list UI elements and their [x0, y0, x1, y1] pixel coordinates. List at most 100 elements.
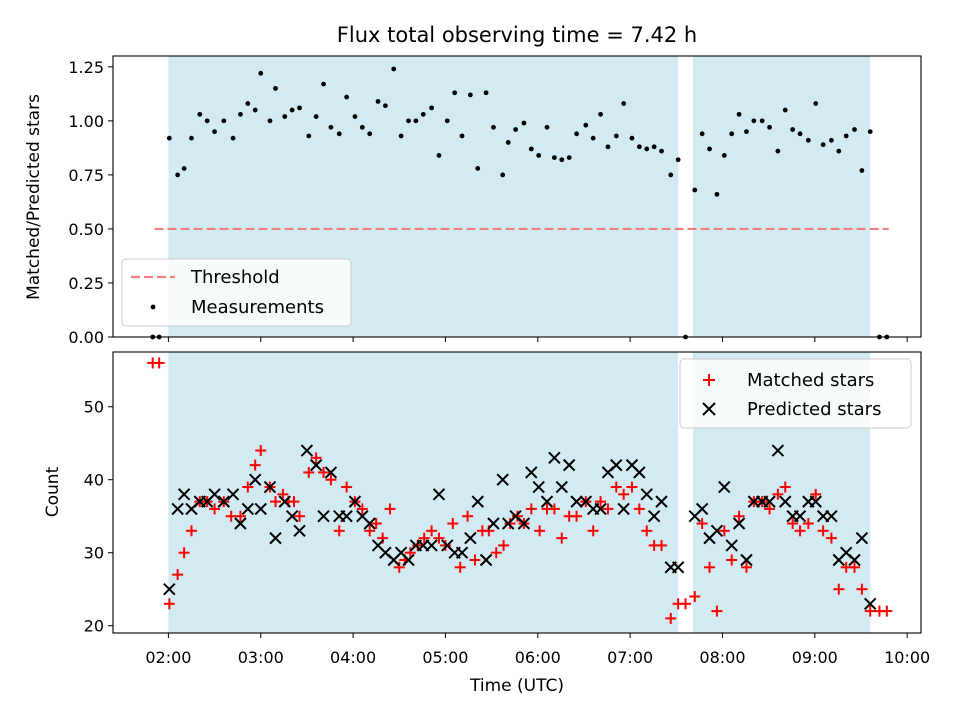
x-tick-label: 04:00	[330, 648, 376, 667]
top-y-tick-label: 1.25	[68, 58, 104, 77]
measurement-point	[644, 146, 650, 152]
predicted-star-point	[594, 502, 607, 516]
measurement-point	[189, 135, 194, 141]
measurement-point	[252, 107, 258, 113]
matched-star-point	[764, 503, 776, 515]
predicted-star-point	[848, 553, 861, 567]
predicted-star-point	[771, 444, 785, 457]
measurements-points	[150, 66, 890, 340]
matched-star-point	[447, 518, 459, 530]
predicted-star-point	[647, 510, 661, 523]
matched-star-point	[209, 503, 221, 515]
matched-star-point	[242, 481, 254, 493]
predicted-star-point	[208, 488, 221, 501]
measurement-point	[605, 144, 611, 150]
matched-star-point	[794, 525, 806, 537]
predicted-star-point	[249, 473, 262, 486]
matched-star-point	[787, 518, 799, 530]
measurement-point	[282, 114, 288, 119]
matched-star-point	[772, 488, 784, 500]
bottom-axes-frame	[112, 351, 922, 634]
matched-star-point	[341, 481, 353, 493]
matched-star-point	[618, 488, 630, 500]
measurement-point	[636, 144, 642, 150]
matched-star-point	[571, 510, 583, 522]
measurement-point	[574, 131, 579, 137]
predicted-star-point	[763, 495, 776, 508]
top-chart-title: Flux total observing time = 7.42 h	[337, 23, 697, 47]
matched-star-point	[864, 605, 876, 617]
predicted-star-point	[548, 451, 561, 465]
predicted-star-point	[793, 510, 807, 523]
matched-star-point	[433, 532, 445, 544]
matched-star-point	[511, 510, 523, 522]
measurement-point	[273, 86, 278, 91]
predicted-star-point	[177, 488, 191, 501]
predicted-star-point	[293, 524, 306, 538]
matched-star-point	[490, 547, 502, 559]
matched-star-point	[294, 510, 306, 522]
predicted-star-point	[317, 510, 330, 523]
measurement-point	[467, 92, 473, 98]
matched-star-point	[364, 525, 376, 537]
measurement-point	[566, 155, 572, 160]
measurement-point	[820, 142, 826, 148]
matched-star-point	[288, 496, 300, 508]
matched-star-point	[303, 466, 315, 478]
matched-star-point	[504, 518, 516, 530]
predicted-star-point	[517, 517, 531, 530]
measurement-point	[238, 111, 243, 117]
matched-star-point	[610, 481, 622, 493]
matched-star-point	[595, 496, 607, 508]
measurement-point	[459, 133, 465, 139]
measurement-point	[221, 118, 227, 124]
matched-star-point	[665, 612, 677, 624]
matched-star-point	[249, 459, 261, 471]
x-tick-label: 06:00	[515, 648, 561, 667]
predicted-star-point	[234, 517, 247, 530]
predicted-star-point	[269, 531, 282, 545]
predicted-star-point	[479, 553, 493, 567]
predicted-star-point	[226, 488, 240, 501]
measurement-point	[505, 140, 511, 145]
predicted-star-point	[525, 466, 538, 479]
measurement-point	[352, 114, 358, 119]
bottom-y-tick-label: 20	[84, 617, 104, 636]
predicted-star-point	[617, 502, 630, 516]
measurement-point	[829, 137, 834, 143]
matched-star-point	[548, 503, 560, 515]
measurement-point	[836, 148, 842, 154]
matched-star-point	[426, 525, 438, 537]
x-tick-label: 09:00	[792, 648, 838, 667]
measurement-point	[659, 148, 664, 154]
measurement-point	[375, 98, 381, 104]
bottom-x-ticks: 02:00 03:00 04:00 05:00 06:00 07:00 08:00 09:00…	[145, 633, 930, 667]
predicted-star-point	[610, 458, 623, 472]
measurement-point	[621, 101, 627, 106]
measurement-point	[699, 131, 705, 137]
matched-star-point	[718, 525, 730, 537]
matched-star-point	[418, 532, 430, 544]
predicted-star-point	[163, 583, 176, 596]
measurement-point	[759, 118, 765, 124]
matched-star-point	[393, 561, 405, 573]
measurement-point	[452, 90, 458, 96]
measurement-point	[613, 133, 619, 139]
x-tick-label: 10:00	[884, 648, 930, 667]
matched-star-point	[534, 525, 546, 537]
measurement-point	[859, 168, 865, 173]
predicted-star-point	[732, 517, 746, 530]
measurement-point	[166, 135, 172, 141]
legend-predicted-label: Predicted stars	[747, 399, 881, 420]
matched-star-point	[310, 452, 322, 464]
measurement-point	[328, 124, 334, 130]
measurement-point	[491, 124, 496, 130]
top-y-tick-label: 0.25	[68, 274, 104, 293]
measurement-point	[359, 124, 365, 130]
predicted-star-point	[425, 539, 438, 552]
matched-star-point	[384, 503, 396, 515]
measurement-point	[744, 129, 749, 135]
measurement-point	[398, 133, 404, 139]
matched-star-point	[825, 532, 837, 544]
matched-star-point	[689, 591, 701, 603]
